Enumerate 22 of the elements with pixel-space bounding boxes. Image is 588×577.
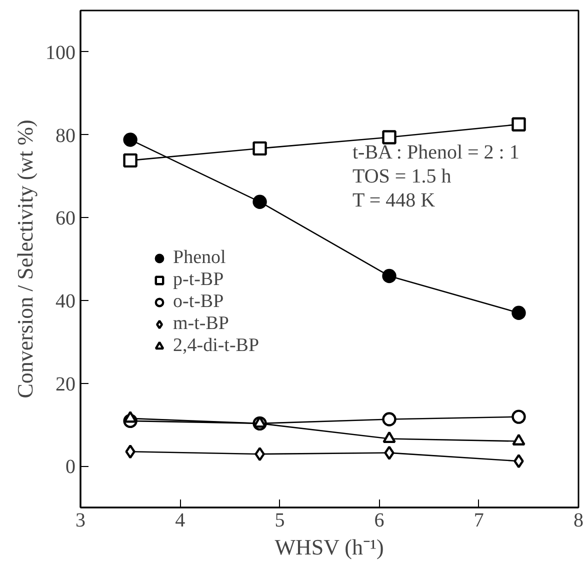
x-tick-label: 8 — [574, 510, 584, 532]
annotation: T = 448 K — [352, 190, 436, 212]
x-axis-title: WHSV (h⁻¹) — [274, 534, 384, 560]
legend-label: m-t-BP — [173, 313, 229, 335]
y-tick-label: 0 — [66, 456, 76, 478]
legend-label: p-t-BP — [173, 269, 224, 291]
annotation: TOS = 1.5 h — [352, 166, 452, 188]
x-tick-label: 4 — [175, 510, 186, 532]
annotation: t-BA : Phenol = 2 : 1 — [352, 142, 520, 164]
x-tick-label: 6 — [374, 510, 384, 532]
y-axis-title: Conversion / Selectivity (wt %) — [12, 120, 38, 398]
y-tick-label: 20 — [56, 373, 76, 396]
y-tick-label: 60 — [56, 208, 76, 230]
legend-label: Phenol — [173, 247, 226, 269]
y-tick-label: 100 — [46, 42, 76, 64]
y-tick-label: 80 — [56, 124, 76, 147]
x-tick-label: 7 — [474, 510, 484, 532]
x-tick-label: 3 — [76, 510, 86, 532]
legend-label: 2,4-di-t-BP — [173, 335, 260, 357]
x-tick-label: 5 — [274, 510, 285, 532]
legend-label: o-t-BP — [173, 291, 224, 313]
y-tick-label: 40 — [56, 290, 76, 312]
